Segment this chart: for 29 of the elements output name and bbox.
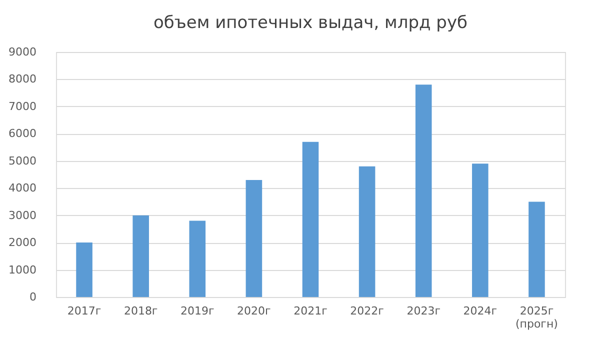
y-tick-label: 0 bbox=[30, 290, 36, 304]
bar bbox=[189, 220, 206, 297]
x-tick-label: 2022г bbox=[350, 304, 384, 318]
x-tick-label: 2018г bbox=[124, 304, 158, 318]
x-tick-label: 2021г bbox=[294, 304, 328, 318]
y-tick-label: 3000 bbox=[8, 208, 36, 222]
x-tick-label: 2020г bbox=[237, 304, 272, 318]
bar bbox=[246, 180, 262, 297]
bar bbox=[76, 242, 92, 297]
bar bbox=[358, 166, 376, 297]
y-tick-label: 5000 bbox=[8, 154, 36, 168]
bar bbox=[472, 164, 488, 297]
x-tick-label: 2024г bbox=[463, 304, 498, 318]
y-tick-label: 6000 bbox=[8, 127, 36, 140]
y-tick-label: 4000 bbox=[8, 182, 36, 195]
y-tick-label: 7000 bbox=[8, 100, 36, 113]
chart-title: объем ипотечных выдач, млрд руб bbox=[154, 13, 468, 33]
bar bbox=[302, 142, 319, 297]
x-tick-label: 2017г bbox=[67, 304, 102, 318]
bar bbox=[132, 215, 149, 297]
y-tick-label: 1000 bbox=[8, 263, 36, 276]
x-tick-label: 2025г (прогн) bbox=[515, 304, 558, 330]
bar bbox=[528, 202, 545, 297]
bar bbox=[415, 84, 432, 297]
x-tick-label: 2023г bbox=[406, 304, 441, 318]
y-tick-label: 9000 bbox=[8, 46, 36, 58]
y-tick-label: 2000 bbox=[8, 236, 36, 250]
y-tick-label: 8000 bbox=[8, 72, 36, 86]
x-tick-label: 2019г bbox=[180, 304, 214, 318]
